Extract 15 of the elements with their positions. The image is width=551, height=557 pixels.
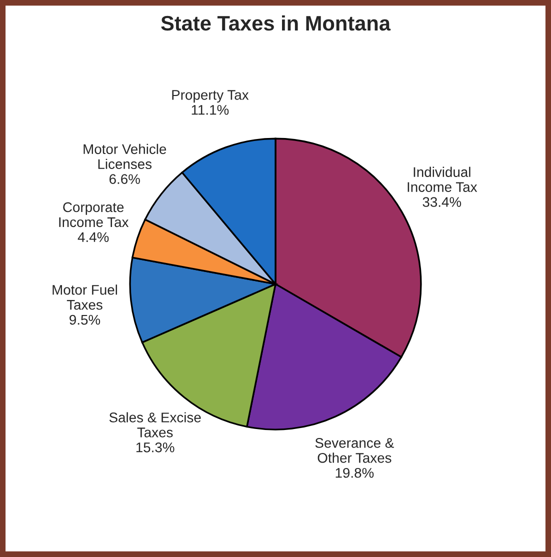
slice-label: Sales & Excise Taxes <box>109 412 201 438</box>
chart-title: State Taxes in Montana <box>161 15 391 31</box>
slice-label: Motor Vehicle Licenses <box>84 144 166 170</box>
slice-label: Corporate Income Tax <box>59 202 129 228</box>
slice-label: Motor Fuel Taxes <box>52 284 118 310</box>
data-label: 9.5% <box>70 314 100 325</box>
data-label: 33.4% <box>422 197 462 207</box>
data-label: 11.1% <box>192 105 229 115</box>
slice-label: Severance & Other Taxes <box>315 438 394 463</box>
data-label: 19.8% <box>336 468 374 478</box>
slice-label: Individual Income Tax <box>408 166 478 192</box>
data-label: 6.6% <box>110 174 140 184</box>
slice-label: Property Tax <box>172 90 249 103</box>
data-label: 4.4% <box>78 232 109 242</box>
data-label: 15.3% <box>136 442 174 452</box>
